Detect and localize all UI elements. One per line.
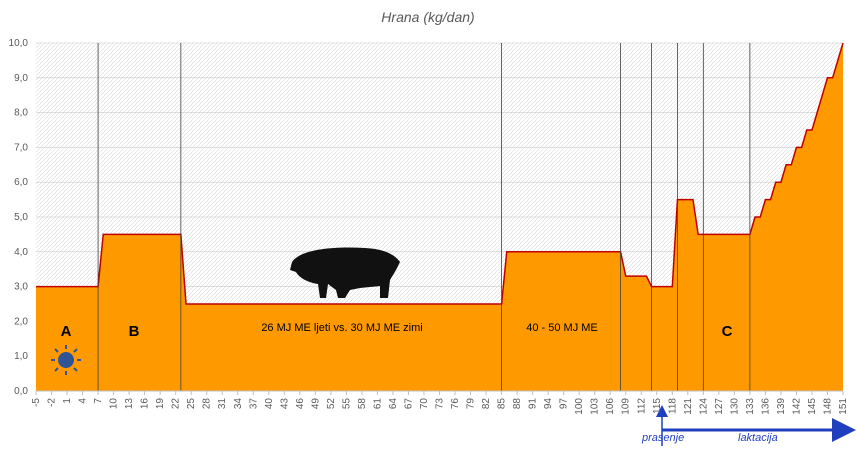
y-tick-label: 5,0: [14, 212, 28, 223]
x-tick-label: 124: [698, 398, 709, 415]
annotation: B: [129, 323, 140, 340]
y-tick-label: 0,0: [14, 386, 28, 397]
x-tick-label: 142: [791, 398, 802, 415]
x-tick-label: 4: [78, 398, 89, 404]
y-tick-label: 7,0: [14, 142, 28, 153]
x-tick-label: 85: [497, 398, 508, 410]
x-tick-label: 52: [326, 398, 337, 410]
x-tick-label: 10: [109, 398, 120, 410]
x-tick-label: 130: [729, 398, 740, 415]
x-tick-label: 88: [512, 398, 523, 410]
x-tick-label: 133: [745, 398, 756, 415]
x-tick-label: 13: [124, 398, 135, 410]
x-tick-label: 91: [528, 398, 539, 410]
x-tick-label: 37: [248, 398, 259, 410]
marks: [36, 42, 844, 392]
x-tick-label: -2: [47, 398, 58, 407]
x-tick-label: 67: [403, 398, 414, 410]
annotation: A: [61, 323, 72, 340]
x-tick-label: 94: [543, 398, 554, 410]
x-tick-label: 16: [140, 398, 151, 410]
y-tick-label: 4,0: [14, 247, 28, 258]
line: [36, 42, 844, 305]
y-tick-label: 8,0: [14, 108, 28, 119]
x-tick-label: 40: [264, 398, 275, 410]
x-tick-label: 43: [279, 398, 290, 410]
x-tick-label: 115: [652, 398, 663, 414]
x-tick-label: 151: [838, 398, 849, 415]
x-tick-label: 34: [233, 398, 244, 410]
x-tick-label: 70: [419, 398, 430, 410]
x-tick-label: 49: [310, 398, 321, 410]
x-tick-label: -5: [31, 398, 42, 407]
annotation: laktacija: [738, 432, 778, 444]
x-tick-label: 58: [357, 398, 368, 410]
x-tick-label: 103: [590, 398, 601, 415]
y-tick-label: 3,0: [14, 282, 28, 293]
x-tick-label: 82: [481, 398, 492, 410]
x-tick-label: 112: [636, 398, 647, 414]
x-tick-label: 106: [605, 398, 616, 415]
x-tick-label: 127: [714, 398, 725, 415]
y-tick-label: 2,0: [14, 316, 28, 327]
y-tick-label: 6,0: [14, 177, 28, 188]
y-tick-label: 10,0: [9, 38, 29, 49]
pig-icon: [290, 247, 400, 298]
chart-title: Hrana (kg/dan): [381, 9, 474, 25]
x-tick-label: 121: [683, 398, 694, 415]
x-tick-label: 118: [667, 398, 678, 414]
x-tick-label: 79: [466, 398, 477, 410]
x-tick-label: 22: [171, 398, 182, 410]
x-tick-label: 139: [776, 398, 787, 415]
x-tick-label: 7: [93, 398, 104, 404]
x-tick-label: 1: [62, 398, 73, 404]
annotation: 26 MJ ME ljeti vs. 30 MJ ME zimi: [261, 322, 422, 334]
sun-icon: [51, 345, 81, 375]
x-tick-label: 97: [559, 398, 570, 410]
x-tick-label: 100: [574, 398, 585, 415]
x-tick-label: 148: [822, 398, 833, 415]
x-tick-label: 76: [450, 398, 461, 410]
x-tick-label: 28: [202, 398, 213, 410]
x-tick-label: 19: [155, 398, 166, 410]
x-tick-label: 64: [388, 398, 399, 410]
annotation: C: [722, 323, 733, 340]
x-tick-label: 61: [372, 398, 383, 410]
y-tick-label: 1,0: [14, 351, 28, 362]
x-tick-label: 109: [621, 398, 632, 415]
y-tick-label: 9,0: [14, 73, 28, 84]
x-tick-label: 55: [341, 398, 352, 410]
x-tick-label: 73: [435, 398, 446, 410]
x-tick-label: 25: [186, 398, 197, 410]
annotation: 40 - 50 MJ ME: [526, 322, 598, 334]
x-tick-label: 145: [807, 398, 818, 415]
x-tick-label: 46: [295, 398, 306, 410]
x-tick-label: 136: [760, 398, 771, 415]
x-tick-label: 31: [217, 398, 228, 410]
